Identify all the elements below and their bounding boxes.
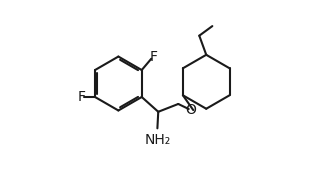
Text: O: O [185,103,196,117]
Text: NH₂: NH₂ [144,133,171,147]
Text: F: F [149,50,157,64]
Text: F: F [78,90,85,104]
